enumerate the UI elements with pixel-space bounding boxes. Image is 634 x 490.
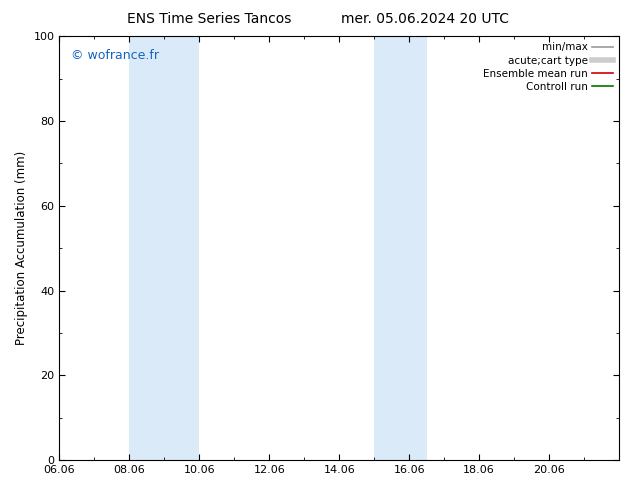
- Bar: [129, 36, 199, 460]
- Legend: min/max, acute;cart type, Ensemble mean run, Controll run: min/max, acute;cart type, Ensemble mean …: [479, 38, 617, 96]
- Text: mer. 05.06.2024 20 UTC: mer. 05.06.2024 20 UTC: [341, 12, 508, 26]
- Bar: [374, 36, 427, 460]
- Text: ENS Time Series Tancos: ENS Time Series Tancos: [127, 12, 292, 26]
- Text: © wofrance.fr: © wofrance.fr: [70, 49, 158, 62]
- Y-axis label: Precipitation Accumulation (mm): Precipitation Accumulation (mm): [15, 151, 28, 345]
